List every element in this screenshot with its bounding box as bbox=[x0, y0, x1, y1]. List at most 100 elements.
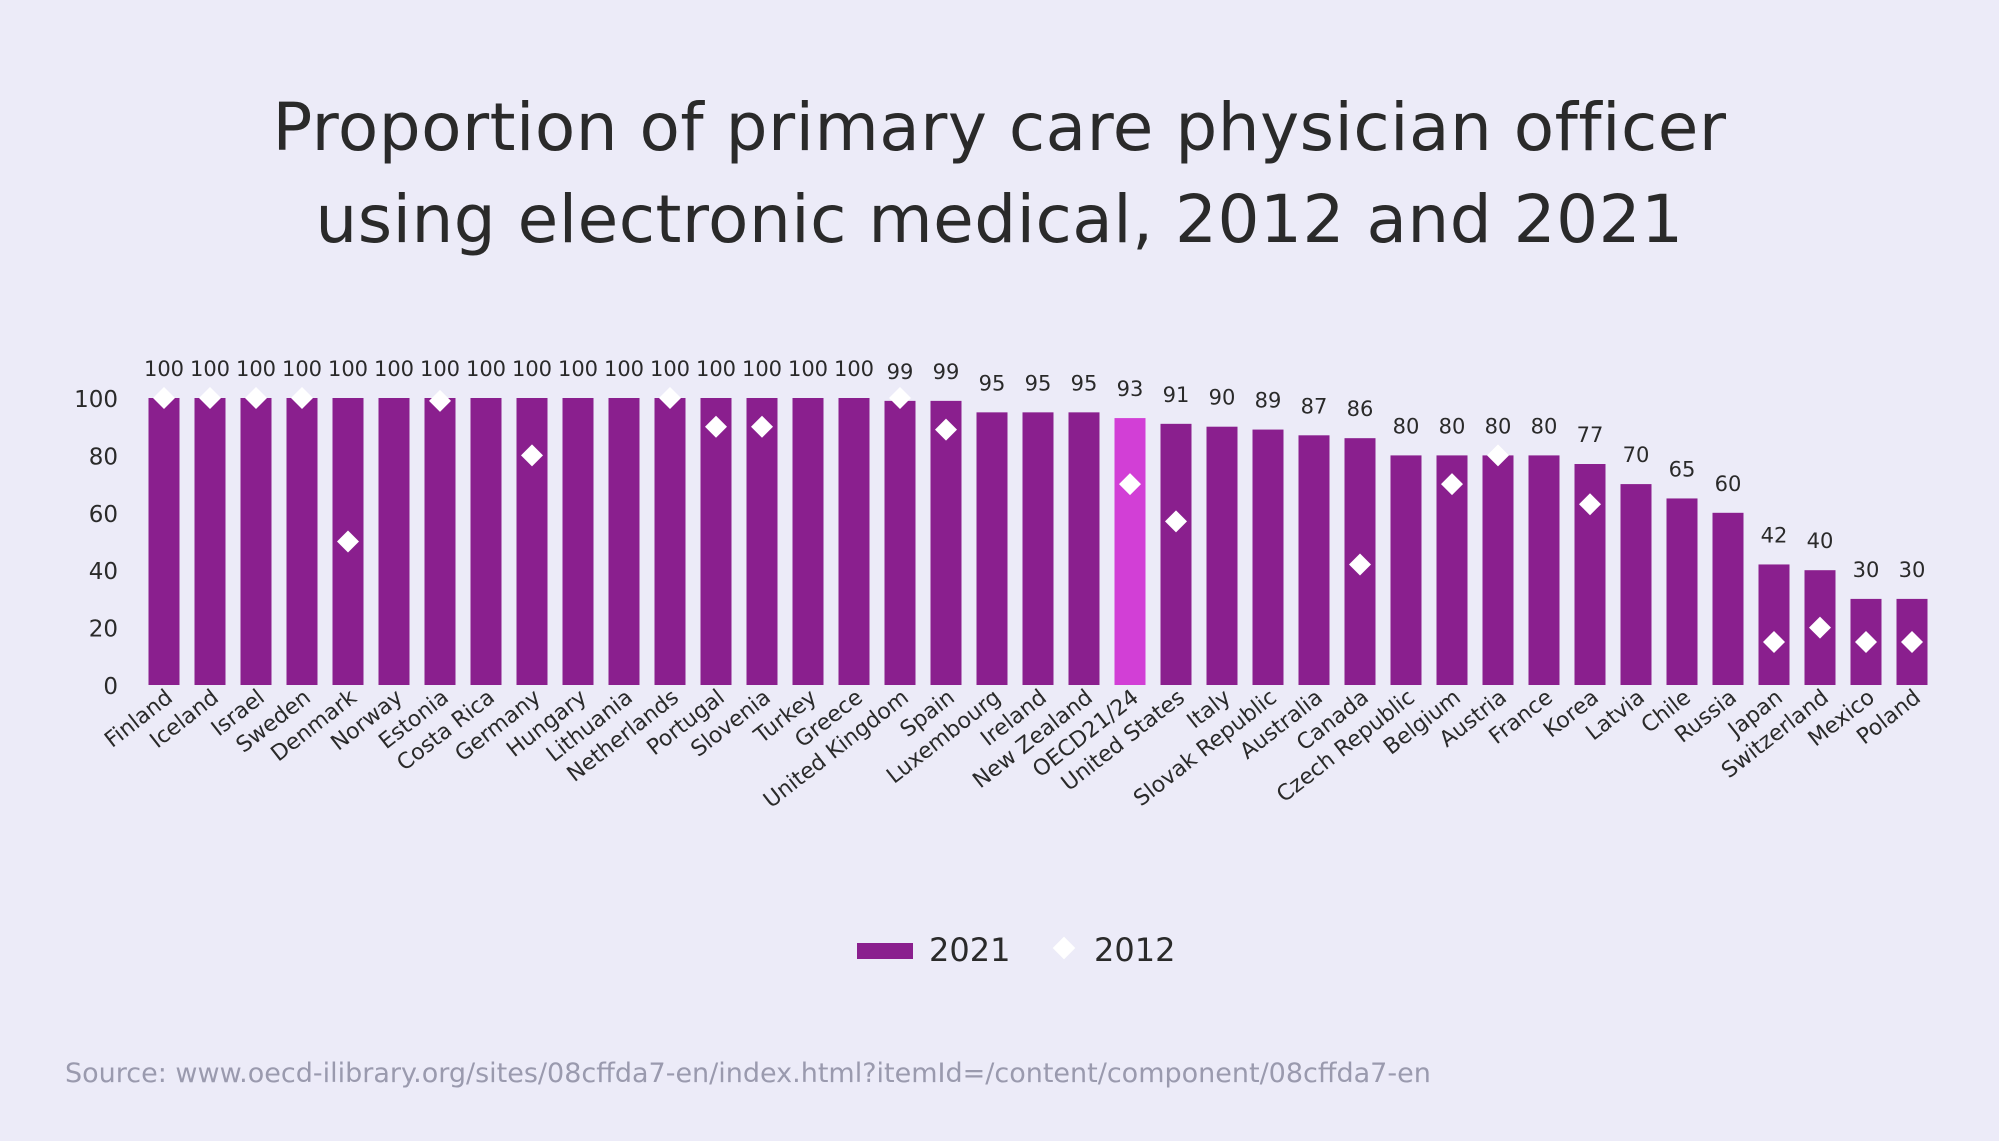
data-label: 91 bbox=[1163, 383, 1190, 407]
bar-norway bbox=[378, 398, 410, 685]
data-label: 89 bbox=[1255, 389, 1282, 413]
data-label: 100 bbox=[420, 357, 460, 381]
data-label: 99 bbox=[887, 360, 914, 384]
data-label: 30 bbox=[1899, 558, 1926, 582]
data-label: 100 bbox=[374, 357, 414, 381]
bar-italy bbox=[1206, 426, 1238, 685]
bar-lithuania bbox=[608, 398, 640, 685]
data-label: 100 bbox=[512, 357, 552, 381]
bar-france bbox=[1528, 455, 1560, 685]
data-label: 100 bbox=[604, 357, 644, 381]
data-label: 100 bbox=[650, 357, 690, 381]
bar-sweden bbox=[286, 398, 318, 685]
data-label: 100 bbox=[834, 357, 874, 381]
marker-2012-poland bbox=[1901, 630, 1923, 653]
data-label: 30 bbox=[1853, 558, 1880, 582]
marker-2012-slovenia bbox=[751, 415, 773, 438]
marker-2012-canada bbox=[1349, 553, 1371, 576]
marker-2012-korea bbox=[1579, 493, 1601, 516]
bar-australia bbox=[1298, 435, 1330, 685]
marker-2012-sweden bbox=[291, 387, 313, 409]
marker-2012-switzerland bbox=[1809, 616, 1831, 639]
y-tick-label: 80 bbox=[89, 444, 118, 470]
data-label: 100 bbox=[558, 357, 598, 381]
data-label: 100 bbox=[190, 357, 230, 381]
marker-2012-finland bbox=[153, 387, 175, 409]
marker-2012-netherlands bbox=[659, 387, 681, 409]
y-tick-label: 100 bbox=[74, 387, 118, 413]
data-label: 90 bbox=[1209, 386, 1236, 410]
data-label: 42 bbox=[1761, 523, 1788, 547]
data-label: 80 bbox=[1439, 414, 1466, 438]
marker-2012-israel bbox=[245, 387, 267, 409]
bar-estonia bbox=[424, 398, 456, 685]
bar-slovak-republic bbox=[1252, 429, 1284, 685]
data-label: 86 bbox=[1347, 397, 1374, 421]
bar-chart: 020406080100100Finland100Iceland100Israe… bbox=[74, 357, 1928, 813]
data-label: 80 bbox=[1531, 414, 1558, 438]
marker-2012-spain bbox=[935, 418, 957, 441]
data-label: 95 bbox=[979, 371, 1006, 395]
data-label: 100 bbox=[282, 357, 322, 381]
bar-united-states bbox=[1160, 423, 1192, 685]
bar-luxembourg bbox=[976, 412, 1008, 685]
data-label: 95 bbox=[1025, 371, 1052, 395]
data-label: 80 bbox=[1485, 414, 1512, 438]
bar-turkey bbox=[792, 398, 824, 685]
marker-2012-mexico bbox=[1855, 630, 1877, 653]
bar-austria bbox=[1482, 455, 1514, 685]
marker-2012-oecd21-24 bbox=[1119, 473, 1141, 496]
marker-2012-austria bbox=[1487, 444, 1509, 467]
data-label: 60 bbox=[1715, 472, 1742, 496]
data-label: 100 bbox=[144, 357, 184, 381]
bar-slovenia bbox=[746, 398, 778, 685]
bar-hungary bbox=[562, 398, 594, 685]
bar-chile bbox=[1666, 498, 1698, 685]
bar-iceland bbox=[194, 398, 226, 685]
data-label: 77 bbox=[1577, 423, 1604, 447]
data-label: 80 bbox=[1393, 414, 1420, 438]
data-label: 100 bbox=[236, 357, 276, 381]
data-label: 99 bbox=[933, 360, 960, 384]
data-label: 70 bbox=[1623, 443, 1650, 467]
bar-germany bbox=[516, 398, 548, 685]
title-line-2: using electronic medical, 2012 and 2021 bbox=[315, 181, 1684, 258]
marker-2012-belgium bbox=[1441, 473, 1463, 496]
y-tick-label: 60 bbox=[89, 502, 118, 528]
marker-2012-japan bbox=[1763, 630, 1785, 653]
y-tick-label: 20 bbox=[89, 617, 118, 643]
bar-israel bbox=[240, 398, 272, 685]
bar-greece bbox=[838, 398, 870, 685]
data-label: 87 bbox=[1301, 394, 1328, 418]
source-note: Source: www.oecd-ilibrary.org/sites/08cf… bbox=[65, 1058, 1431, 1089]
bar-united-kingdom bbox=[884, 400, 916, 685]
marker-2012-denmark bbox=[337, 530, 359, 553]
marker-2012-portugal bbox=[705, 415, 727, 438]
bar-czech-republic bbox=[1390, 455, 1422, 685]
y-tick-label: 0 bbox=[103, 674, 118, 700]
bar-latvia bbox=[1620, 484, 1652, 685]
bar-costa-rica bbox=[470, 398, 502, 685]
marker-2012-germany bbox=[521, 444, 543, 467]
marker-2012-estonia bbox=[429, 389, 451, 412]
marker-2012-united-kingdom bbox=[889, 387, 911, 409]
data-label: 100 bbox=[788, 357, 828, 381]
data-label: 65 bbox=[1669, 457, 1696, 481]
marker-2012-iceland bbox=[199, 387, 221, 409]
chart-title: Proportion of primary care physician off… bbox=[0, 82, 1999, 266]
data-label: 100 bbox=[696, 357, 736, 381]
y-tick-label: 40 bbox=[89, 559, 118, 585]
data-label: 95 bbox=[1071, 371, 1098, 395]
legend-2021-swatch bbox=[857, 943, 913, 959]
legend-2012-label: 2012 bbox=[1094, 931, 1176, 969]
bar-new-zealand bbox=[1068, 412, 1100, 685]
data-label: 100 bbox=[466, 357, 506, 381]
bar-netherlands bbox=[654, 398, 686, 685]
bar-ireland bbox=[1022, 412, 1054, 685]
bar-spain bbox=[930, 400, 962, 685]
bar-japan bbox=[1758, 564, 1790, 685]
bar-finland bbox=[148, 398, 180, 685]
bar-oecd21-24 bbox=[1114, 418, 1146, 685]
title-line-1: Proportion of primary care physician off… bbox=[272, 89, 1727, 166]
data-label: 40 bbox=[1807, 529, 1834, 553]
